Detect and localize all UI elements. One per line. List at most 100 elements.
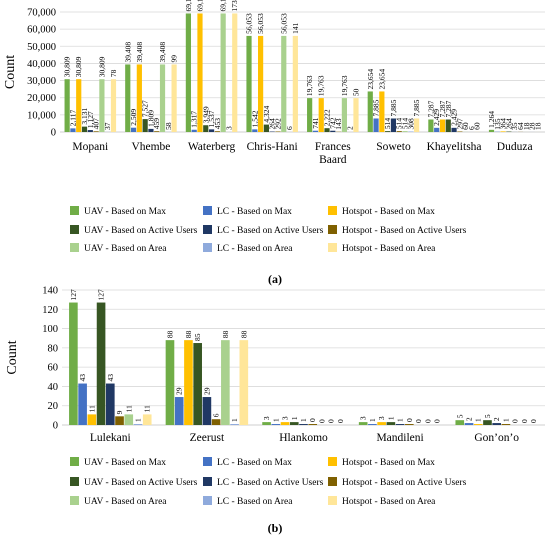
category-label: Mandileni (376, 432, 423, 444)
y-axis-label: Count (5, 340, 20, 374)
legend-label: UAV - Based on Area (84, 497, 167, 507)
chart-panel-b: 020406080100120140Count12743111274391111… (5, 286, 545, 535)
legend-swatch (70, 243, 79, 252)
data-label: 60 (461, 122, 470, 130)
data-label: 50 (351, 88, 360, 96)
data-label: 1,542 (250, 110, 259, 127)
bar (87, 414, 97, 425)
data-label: 173 (230, 0, 239, 11)
data-label: 0 (327, 419, 336, 423)
bar (239, 340, 249, 425)
bar (396, 131, 402, 132)
data-label: 127 (97, 289, 106, 301)
category-label: Zeerust (190, 432, 225, 444)
bar (473, 424, 483, 425)
data-label: 0 (405, 418, 414, 422)
legend-label: LC - Based on Active Users (217, 226, 324, 236)
data-label: 2,509 (129, 109, 138, 126)
data-label: 1 (386, 416, 395, 420)
data-label: 3,131 (80, 108, 89, 125)
bar (136, 64, 142, 132)
bar (501, 424, 511, 425)
bar (184, 340, 193, 425)
data-label: 3 (262, 416, 271, 420)
data-label: 37 (103, 122, 112, 130)
bar (64, 79, 70, 132)
bar (275, 131, 281, 132)
y-tick-label: 0 (53, 421, 58, 432)
bar (78, 383, 87, 425)
data-label: 85 (193, 333, 202, 341)
bar (221, 340, 230, 425)
bar (193, 343, 202, 425)
data-label: 1 (230, 418, 239, 422)
data-label: 19,763 (317, 75, 326, 96)
bar (292, 35, 298, 132)
legend-label: UAV - Based on Max (84, 458, 166, 468)
bar (110, 79, 117, 132)
bar (414, 118, 420, 132)
bar (402, 131, 408, 132)
data-label: 69,149 (219, 0, 228, 11)
data-label: 1 (271, 418, 280, 422)
data-label: 1,127 (86, 111, 95, 128)
bar (457, 131, 463, 132)
data-label: 30,809 (74, 56, 83, 77)
data-label: 0 (520, 419, 529, 423)
data-label: 0 (529, 419, 538, 423)
data-label: 99 (170, 55, 179, 63)
data-label: 514 (395, 118, 404, 130)
category-label: Khayelitsha (427, 141, 482, 153)
y-tick-label: 40,000 (27, 59, 56, 70)
bar (318, 98, 324, 132)
data-label: 88 (184, 330, 193, 338)
data-label: 56,053 (256, 13, 265, 34)
data-label: 308 (406, 118, 415, 130)
data-label: 69,149 (184, 0, 193, 11)
data-label: 56,053 (245, 13, 254, 34)
bar (428, 119, 434, 132)
data-label: 297 (455, 118, 464, 130)
y-tick-label: 140 (42, 286, 58, 297)
data-label: 459 (152, 118, 161, 130)
legend-swatch (203, 225, 212, 234)
category-label: Mopani (72, 141, 108, 153)
category-label: Baard (319, 154, 347, 166)
legend-label: UAV - Based on Active Users (84, 478, 198, 488)
data-label: 3 (281, 416, 290, 420)
bar (130, 127, 137, 132)
category-label: Duduza (497, 141, 533, 153)
bar (367, 91, 373, 132)
chart-panel-a: 0 10,000 20,000 30,000 40,000 50,000 60,000 70,… (3, 0, 545, 286)
bar (464, 423, 474, 425)
data-label: 28 (528, 122, 537, 130)
y-tick-label: 20 (48, 401, 59, 412)
data-label: 3 (359, 416, 368, 420)
data-label: 23,654 (377, 69, 386, 90)
data-label: 5 (455, 414, 464, 418)
bar (133, 424, 143, 425)
data-label: 35 (510, 122, 519, 130)
data-label: 7,287 (426, 100, 435, 117)
legend-swatch (328, 457, 337, 466)
data-label: 514 (401, 118, 410, 130)
bar (174, 397, 184, 425)
bar (115, 416, 124, 425)
data-label: 43 (78, 374, 87, 382)
legend-label: Hotspot - Based on Area (342, 244, 436, 254)
data-label: 43 (106, 374, 115, 382)
category-label: Waterberg (188, 141, 236, 153)
legend-label: LC - Based on Area (217, 497, 293, 507)
legend-label: Hotspot - Based on Area (342, 497, 436, 507)
bar (232, 13, 238, 133)
bar (70, 128, 76, 132)
data-label: 5 (483, 414, 492, 418)
bar (488, 129, 495, 132)
bar (312, 130, 319, 132)
data-label: 2,117 (68, 110, 77, 127)
legend-label: Hotspot - Based on Max (342, 207, 435, 217)
bar (171, 64, 177, 132)
data-label: 0 (423, 419, 432, 423)
data-label: 69,149 (195, 0, 204, 11)
data-label: 2,429 (450, 109, 459, 126)
